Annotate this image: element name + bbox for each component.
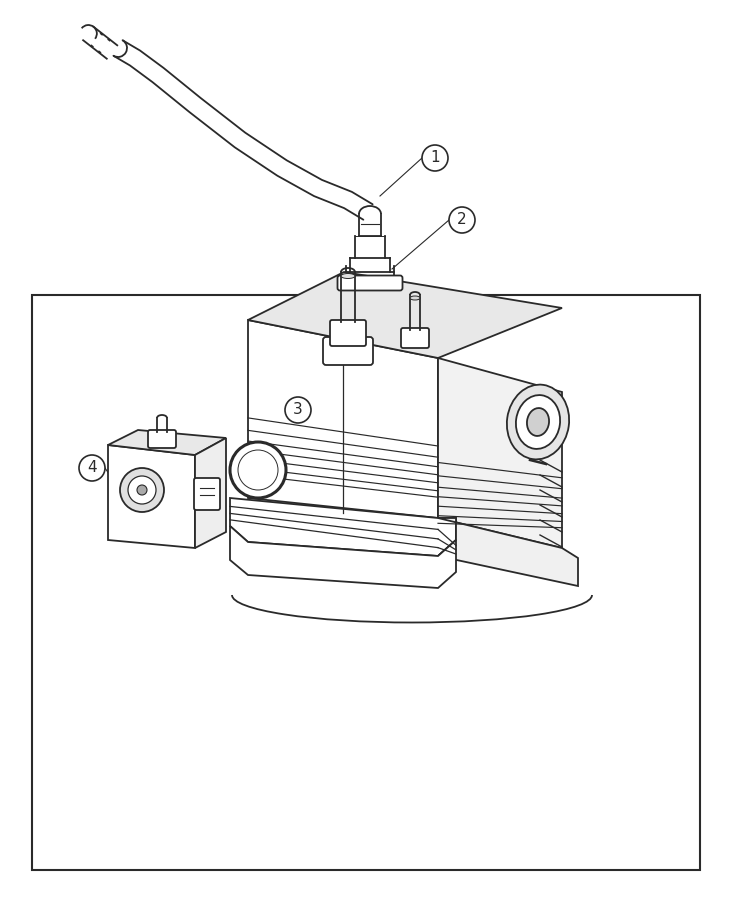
- Polygon shape: [438, 518, 578, 586]
- Text: 1: 1: [431, 150, 440, 166]
- FancyBboxPatch shape: [323, 337, 373, 365]
- Polygon shape: [248, 272, 562, 358]
- Polygon shape: [438, 358, 562, 548]
- Ellipse shape: [527, 408, 549, 436]
- Text: 4: 4: [87, 461, 97, 475]
- FancyBboxPatch shape: [337, 275, 402, 291]
- Ellipse shape: [410, 296, 420, 300]
- Polygon shape: [230, 498, 456, 556]
- Ellipse shape: [230, 442, 286, 498]
- Ellipse shape: [238, 450, 278, 490]
- Circle shape: [120, 468, 164, 512]
- Circle shape: [422, 145, 448, 171]
- Polygon shape: [230, 526, 456, 588]
- Ellipse shape: [516, 395, 560, 449]
- Text: 2: 2: [457, 212, 467, 228]
- Circle shape: [128, 476, 156, 504]
- Circle shape: [79, 455, 105, 481]
- Polygon shape: [108, 445, 195, 548]
- FancyBboxPatch shape: [148, 430, 176, 448]
- Polygon shape: [248, 320, 438, 518]
- Circle shape: [449, 207, 475, 233]
- Ellipse shape: [341, 274, 355, 278]
- Ellipse shape: [507, 384, 569, 459]
- FancyBboxPatch shape: [401, 328, 429, 348]
- Polygon shape: [195, 438, 226, 548]
- Text: 3: 3: [293, 402, 303, 418]
- Polygon shape: [108, 430, 226, 455]
- Circle shape: [137, 485, 147, 495]
- FancyBboxPatch shape: [194, 478, 220, 510]
- FancyBboxPatch shape: [330, 320, 366, 346]
- Bar: [32, 295, 700, 870]
- Circle shape: [285, 397, 311, 423]
